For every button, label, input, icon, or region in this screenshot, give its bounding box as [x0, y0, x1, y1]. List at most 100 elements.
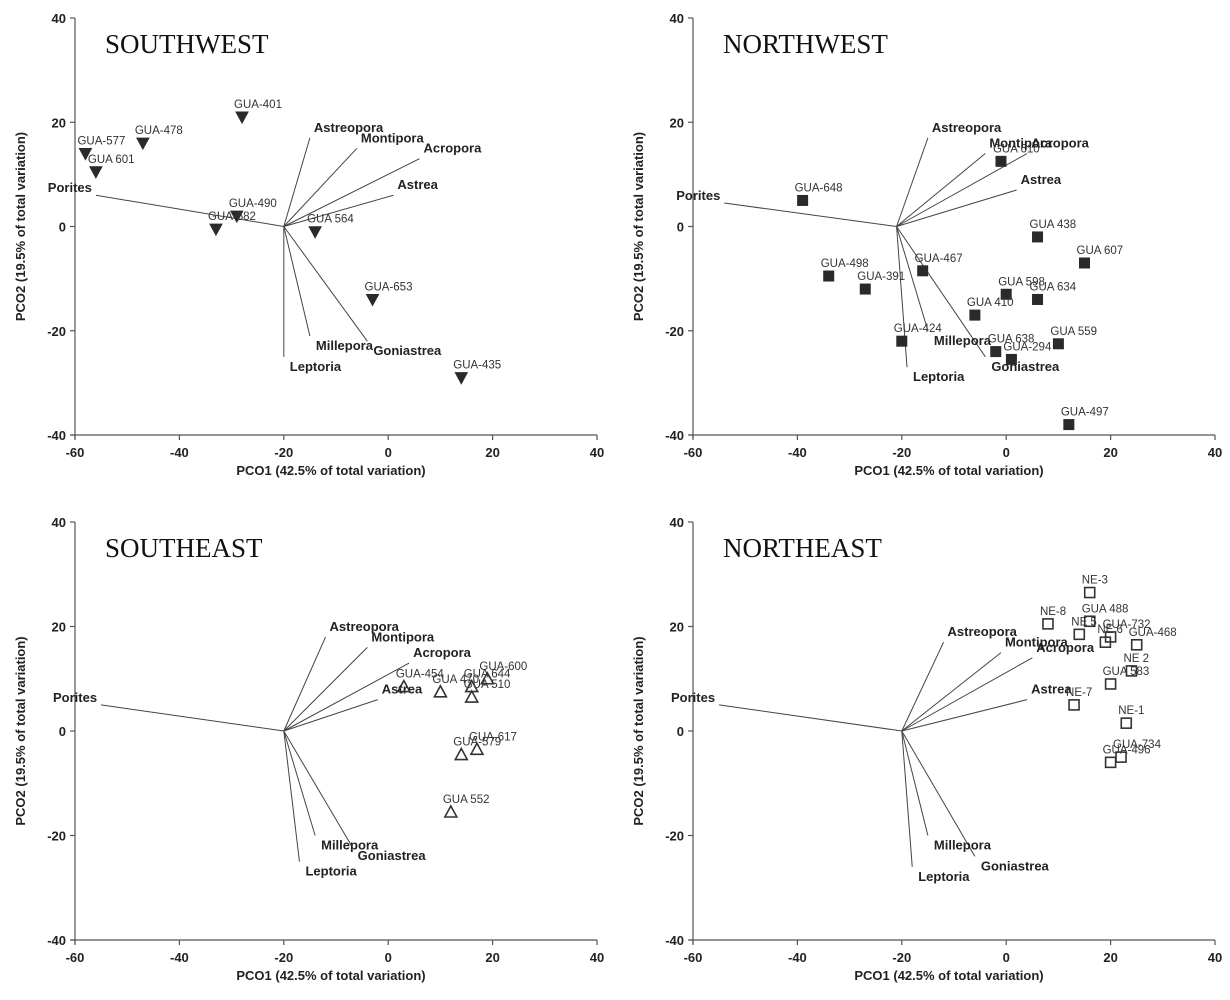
vector-label-astrea: Astrea: [1031, 682, 1072, 697]
vector-label-leptoria: Leptoria: [918, 869, 970, 884]
data-point: [1032, 293, 1044, 305]
x-tick-label: 40: [590, 445, 604, 460]
vector-label-astrea: Astrea: [382, 682, 423, 697]
x-tick-label: 20: [485, 445, 499, 460]
vector-label-porites: Porites: [48, 180, 92, 195]
x-tick-label: -40: [170, 445, 189, 460]
data-point: [308, 226, 322, 239]
data-point: [1104, 678, 1117, 690]
vector-goniastrea: [901, 730, 976, 857]
point-label: GUA-490: [229, 198, 277, 210]
data-point: [1063, 419, 1075, 431]
x-tick-label: 20: [485, 950, 499, 965]
x-tick-label: 20: [1103, 445, 1117, 460]
x-axis-title: PCO1 (42.5% of total variation): [236, 463, 425, 478]
y-axis-title: PCO2 (19.5% of total variation): [631, 636, 646, 825]
point-label: GUA 598: [998, 276, 1045, 288]
data-point: [1042, 618, 1054, 630]
data-point: [480, 671, 495, 685]
data-point: [89, 166, 103, 179]
vector-label-montipora: Montipora: [371, 629, 435, 644]
point-label: GUA 438: [1030, 219, 1077, 231]
panel-title: SOUTHEAST: [105, 533, 263, 563]
vector-acropora: [901, 657, 1033, 732]
x-tick-label: -40: [788, 445, 807, 460]
y-tick-label: 40: [670, 515, 684, 530]
point-label: GUA 564: [307, 214, 354, 226]
point-label: NE-3: [1082, 575, 1108, 587]
data-point: [1052, 338, 1064, 350]
data-point: [136, 137, 150, 151]
vector-label-goniastrea: Goniastrea: [981, 858, 1050, 873]
data-point: [209, 223, 223, 237]
point-label: GUA-577: [77, 136, 125, 148]
x-tick-label: -20: [274, 950, 293, 965]
data-point: [1125, 665, 1138, 677]
vector-label-astreopora: Astreopora: [314, 120, 384, 135]
vector-astreopora: [283, 636, 327, 732]
vector-acropora: [283, 158, 420, 227]
vector-goniastrea: [283, 226, 368, 342]
vector-label-montipora: Montipora: [989, 136, 1053, 151]
data-point: [990, 346, 1002, 358]
x-tick-label: -20: [892, 950, 911, 965]
point-label: GUA 610: [993, 143, 1040, 155]
vector-millepora: [901, 730, 929, 836]
y-tick-label: -40: [47, 428, 66, 443]
vector-montipora: [283, 147, 358, 227]
data-point: [859, 283, 871, 295]
vector-millepora: [283, 730, 316, 836]
x-tick-label: -60: [684, 445, 703, 460]
point-label: GUA-648: [795, 182, 843, 194]
point-label: GUA 644: [464, 669, 511, 681]
data-point: [229, 210, 244, 224]
vector-leptoria: [283, 730, 300, 862]
data-point: [1032, 231, 1044, 243]
vector-astrea: [283, 194, 394, 227]
y-tick-label: -20: [665, 829, 684, 844]
panel-title: NORTHWEST: [723, 29, 888, 59]
data-point: [1068, 699, 1080, 711]
point-label: GUA 607: [1077, 245, 1124, 257]
point-label: NE 5: [1071, 616, 1097, 628]
data-point: [1130, 638, 1143, 651]
point-label: GUA 470: [432, 674, 479, 686]
point-label: GUA-496: [1103, 744, 1151, 756]
x-tick-label: -40: [170, 950, 189, 965]
vector-label-porites: Porites: [53, 690, 97, 705]
vector-label-porites: Porites: [676, 188, 720, 203]
data-point: [396, 678, 412, 693]
y-tick-label: -20: [665, 324, 684, 339]
point-label: GUA 638: [988, 334, 1035, 346]
data-point: [1005, 353, 1017, 365]
point-label: GUA-579: [453, 737, 501, 749]
vector-montipora: [283, 647, 368, 732]
point-label: NE 6: [1097, 624, 1123, 636]
y-tick-label: 20: [670, 115, 684, 130]
point-label: GUA 488: [1082, 603, 1129, 615]
x-tick-label: 0: [1003, 950, 1010, 965]
vector-astrea: [901, 699, 1028, 732]
x-axis-title: PCO1 (42.5% of total variation): [854, 968, 1043, 983]
point-label: GUA-454: [396, 669, 445, 681]
data-point: [78, 148, 93, 161]
data-point: [443, 804, 459, 818]
vector-porites: [719, 704, 902, 732]
point-label: NE 2: [1123, 653, 1149, 665]
point-label: GUA 634: [1030, 281, 1077, 293]
y-tick-label: 0: [677, 220, 684, 235]
point-label: NE-8: [1040, 606, 1066, 618]
vector-acropora: [283, 662, 410, 732]
data-point: [469, 741, 485, 756]
vector-astreopora: [283, 137, 311, 227]
data-point: [969, 309, 981, 321]
point-label: GUA-653: [365, 281, 413, 293]
point-label: GUA 583: [1103, 666, 1150, 678]
point-label: GUA-498: [821, 258, 869, 270]
x-tick-label: 40: [590, 950, 604, 965]
data-point: [453, 746, 469, 761]
y-tick-label: 40: [670, 11, 684, 26]
y-tick-label: -40: [665, 428, 684, 443]
